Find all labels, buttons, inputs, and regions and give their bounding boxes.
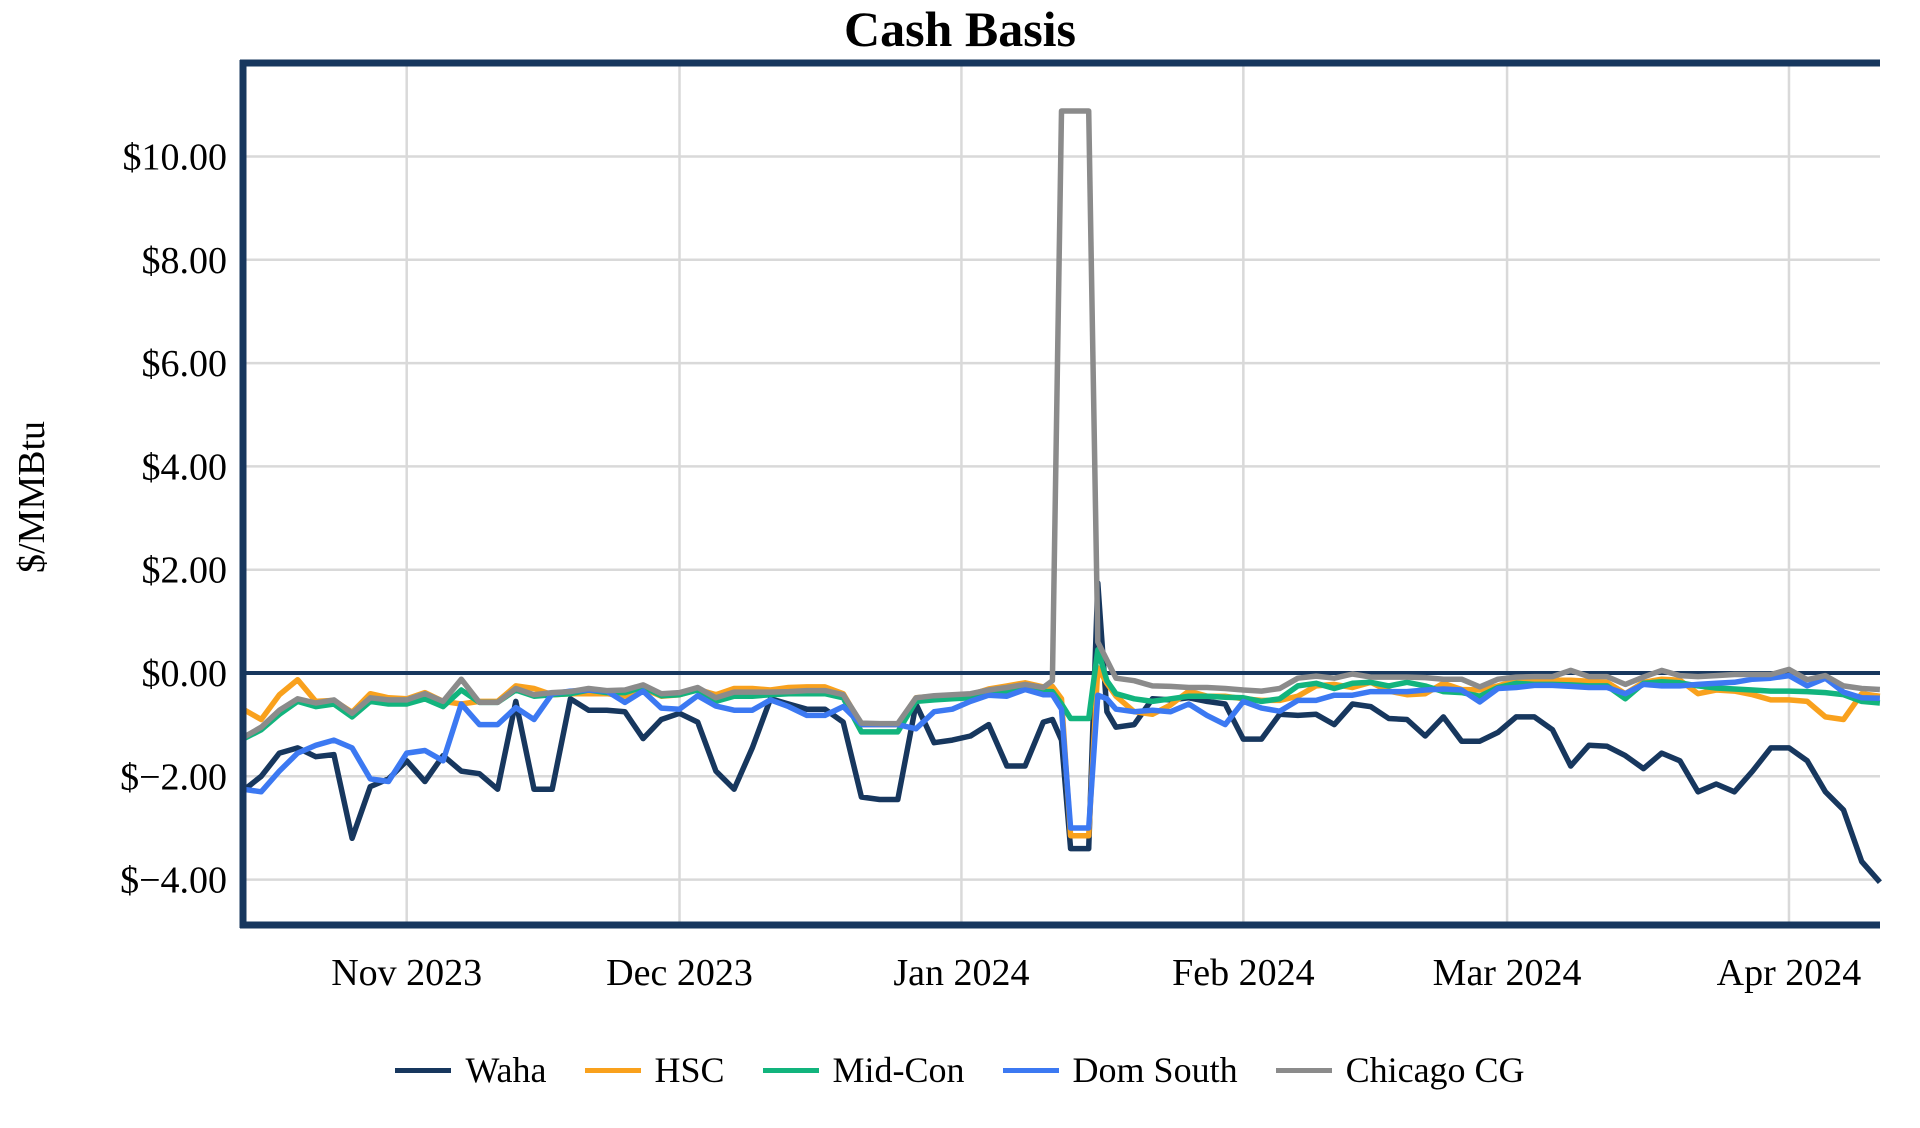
legend-label: Dom South: [1072, 1050, 1238, 1090]
y-tick-label: $10.00: [123, 137, 228, 179]
legend-label: Mid-Con: [832, 1050, 965, 1090]
chart-title: Cash Basis: [843, 1, 1077, 57]
y-tick-label: $−2.00: [120, 756, 227, 798]
legend-item-dom-south: Dom South: [1002, 1049, 1238, 1091]
legend-label: Chicago CG: [1345, 1050, 1525, 1090]
x-tick-labels: Nov 2023 Dec 2023 Jan 2024 Feb 2024 Mar 2024…: [331, 952, 1861, 994]
x-tick-label: Jan 2024: [893, 952, 1029, 994]
y-tick-label: $2.00: [142, 550, 228, 592]
y-tick-label: $−4.00: [120, 860, 227, 902]
x-tick-label: Dec 2023: [606, 952, 753, 994]
x-tick-label: Mar 2024: [1433, 952, 1582, 994]
legend-item-hsc: HSC: [584, 1049, 725, 1091]
y-tick-labels: $10.00 $8.00 $6.00 $4.00 $2.00 $0.00 $−2.00 $−4…: [120, 137, 227, 902]
y-tick-label: $4.00: [142, 446, 228, 488]
y-tick-label: $0.00: [142, 653, 228, 695]
legend-swatch-icon: [584, 1067, 641, 1073]
legend-item-mid-con: Mid-Con: [762, 1049, 965, 1091]
legend-swatch-icon: [762, 1067, 819, 1073]
x-tick-label: Feb 2024: [1172, 952, 1315, 994]
legend-item-waha: Waha: [395, 1049, 547, 1091]
legend-label: HSC: [654, 1050, 725, 1090]
series-line-dom-south: [242, 672, 1880, 831]
legend-item-chicago-cg: Chicago CG: [1275, 1049, 1525, 1091]
legend: Waha HSC Mid-Con Dom South Chicago CG: [0, 1040, 1920, 1100]
series-line-hsc: [241, 665, 1881, 839]
series-line-waha: [241, 580, 1882, 885]
series-line-chicago-cg: [241, 108, 1881, 740]
x-tick-label: Nov 2023: [331, 952, 482, 994]
legend-swatch-icon: [1002, 1067, 1059, 1073]
y-tick-label: $8.00: [142, 240, 228, 282]
legend-swatch-icon: [395, 1067, 452, 1073]
legend-label: Waha: [465, 1050, 547, 1090]
axis-spines: [239, 59, 1880, 929]
series-lines: [241, 108, 1882, 885]
x-tick-label: Apr 2024: [1717, 952, 1862, 994]
legend-swatch-icon: [1275, 1067, 1332, 1073]
y-tick-label: $6.00: [142, 343, 228, 385]
